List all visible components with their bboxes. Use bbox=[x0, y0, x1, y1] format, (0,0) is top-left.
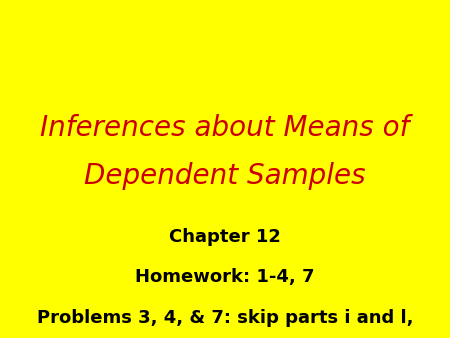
Text: Inferences about Means of: Inferences about Means of bbox=[40, 115, 410, 142]
Text: Homework: 1-4, 7: Homework: 1-4, 7 bbox=[135, 268, 315, 286]
Text: Dependent Samples: Dependent Samples bbox=[84, 162, 366, 190]
Text: Problems 3, 4, & 7: skip parts i and l,: Problems 3, 4, & 7: skip parts i and l, bbox=[37, 309, 413, 327]
Text: Chapter 12: Chapter 12 bbox=[169, 227, 281, 246]
